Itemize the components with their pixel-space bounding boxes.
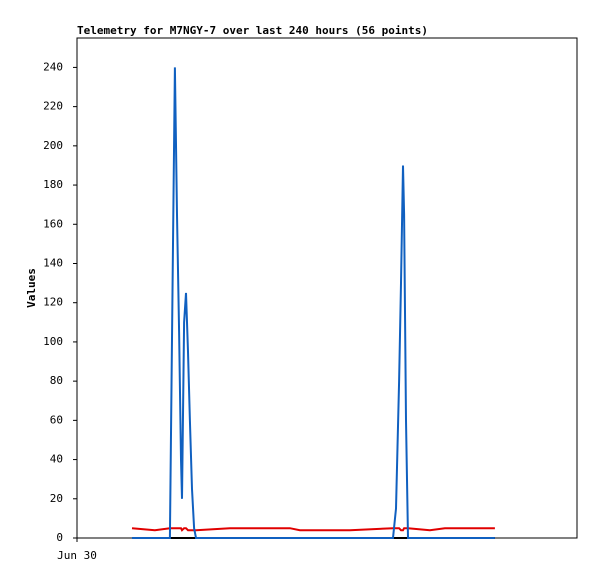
y-tick-label: 200 <box>43 139 63 152</box>
y-tick-label: 120 <box>43 296 63 309</box>
y-tick-label: 220 <box>43 100 63 113</box>
y-tick-label: 140 <box>43 256 63 269</box>
y-tick-label: 20 <box>50 492 63 505</box>
y-axis-label: Values <box>25 268 38 308</box>
plot-frame <box>76 37 578 539</box>
y-tick-label: 40 <box>50 453 63 466</box>
y-tick-label: 160 <box>43 217 63 230</box>
y-tick-label: 80 <box>50 374 63 387</box>
x-tick-label: Jun 30 <box>57 549 97 562</box>
series-line <box>132 67 495 539</box>
chart-title: Telemetry for M7NGY-7 over last 240 hour… <box>77 24 428 37</box>
y-tick-label: 60 <box>50 413 63 426</box>
y-tick-label: 240 <box>43 60 63 73</box>
y-tick-label: 0 <box>56 531 63 544</box>
series-line <box>131 527 495 532</box>
y-tick-label: 100 <box>43 335 63 348</box>
y-tick-label: 180 <box>43 178 63 191</box>
